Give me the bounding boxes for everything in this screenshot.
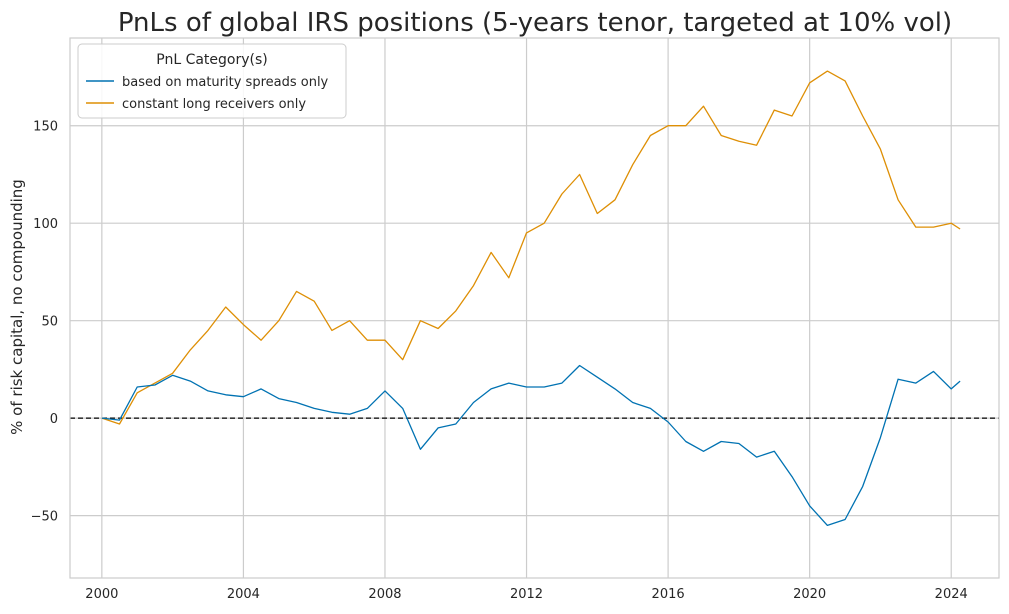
y-tick-label: 150 <box>33 120 58 135</box>
tick-labels: 2000 2004 2008 2012 2016 2020 2024 −50 0 50 100 150 <box>31 120 968 602</box>
plot-frame <box>69 37 1000 579</box>
x-tick-label: 2016 <box>652 587 685 602</box>
x-tick-label: 2020 <box>793 587 826 602</box>
legend-label-maturity-spreads: based on maturity spreads only <box>122 75 329 90</box>
series-lines <box>101 70 961 527</box>
y-tick-label: 100 <box>33 217 58 232</box>
series-line-long-receivers <box>101 70 961 425</box>
grid <box>70 38 999 578</box>
x-tick-label: 2024 <box>935 587 968 602</box>
x-tick-label: 2000 <box>85 587 118 602</box>
x-tick-label: 2004 <box>227 587 260 602</box>
y-axis-label: % of risk capital, no compounding <box>8 179 26 435</box>
legend-title: PnL Category(s) <box>156 52 268 68</box>
y-tick-label: −50 <box>31 510 58 525</box>
legend-box <box>77 43 347 119</box>
series-line-maturity-spreads <box>101 364 961 527</box>
x-tick-label: 2012 <box>510 587 543 602</box>
legend: PnL Category(s) based on maturity spread… <box>77 43 347 119</box>
chart-title: PnLs of global IRS positions (5-years te… <box>118 8 952 38</box>
x-tick-label: 2008 <box>368 587 401 602</box>
y-tick-label: 50 <box>41 315 58 330</box>
y-tick-label: 0 <box>50 412 58 427</box>
legend-label-long-receivers: constant long receivers only <box>122 97 306 112</box>
